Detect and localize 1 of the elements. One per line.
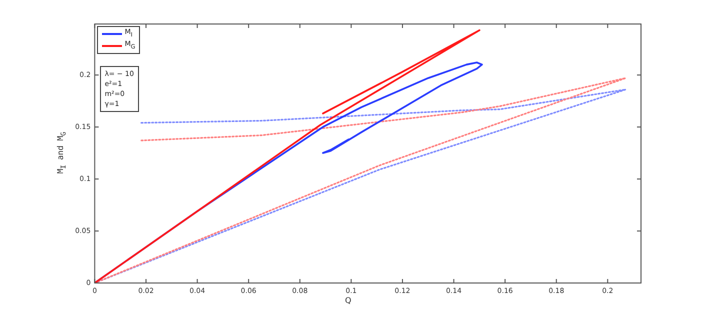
x-axis-title: Q (345, 296, 352, 305)
